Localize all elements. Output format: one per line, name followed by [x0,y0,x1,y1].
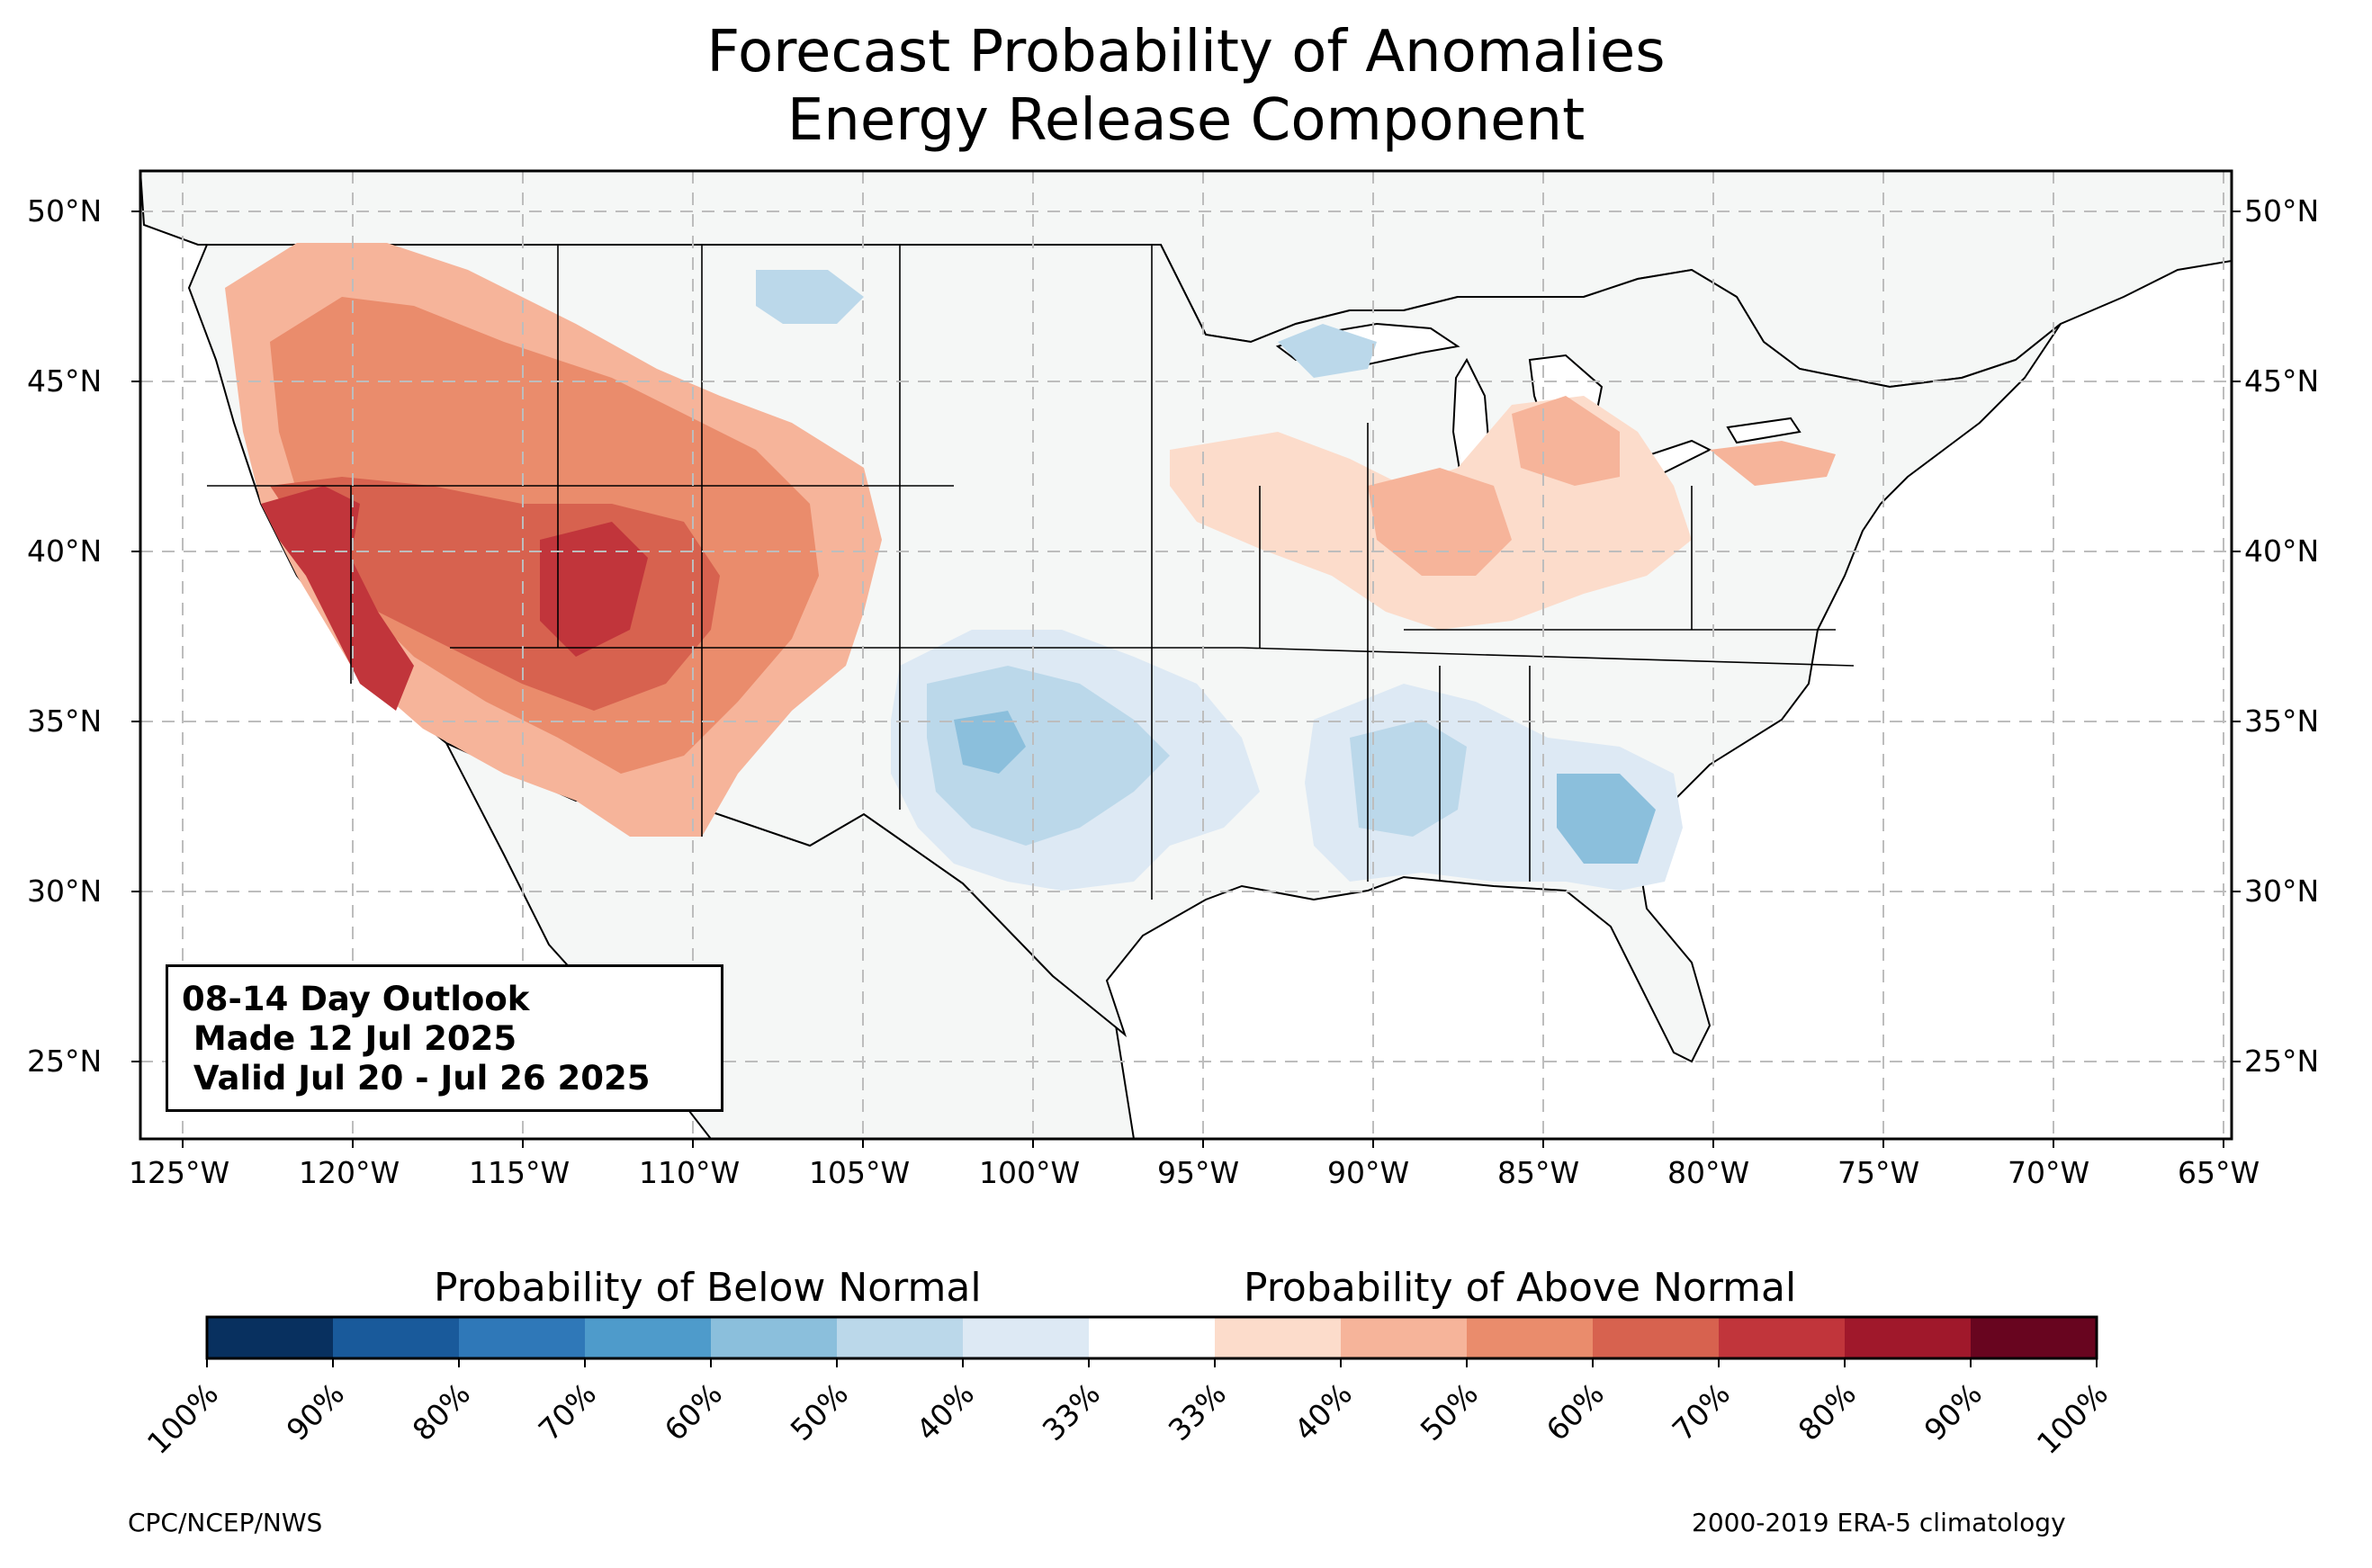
outlook-info-box: 08-14 Day Outlook Made 12 Jul 2025 Valid… [166,964,723,1112]
outlook-valid-range: Valid Jul 20 - Jul 26 2025 [182,1059,651,1098]
outlook-period: 08-14 Day Outlook [182,980,530,1018]
above-michigan-50 [1512,396,1620,486]
lat-tick-label: 50°N [2244,193,2320,228]
colorbar-swatch [1845,1317,1972,1358]
colorbar-swatch [1593,1317,1720,1358]
colorbar-swatch [1719,1317,1846,1358]
lat-tick-label: 40°N [2244,533,2320,569]
lon-tick-label: 95°W [1157,1155,1240,1190]
lon-tick-label: 85°W [1497,1155,1580,1190]
lat-tick-label: 40°N [27,533,103,569]
lat-tick-label: 30°N [27,874,103,909]
lon-tick-label: 100°W [979,1155,1081,1190]
map-frame [139,169,2233,1141]
above-midwest-50 [1368,468,1512,576]
lat-tick-label: 50°N [27,193,103,228]
map-title-line1: Forecast Probability of Anomalies [706,19,1666,85]
lon-tick-label: 75°W [1837,1155,1920,1190]
lat-tick-label: 35°N [27,703,103,739]
below-southeast-50 [1350,720,1467,837]
colorbar-swatch [1089,1317,1216,1358]
colorbar-swatch [1467,1317,1594,1358]
below-plains-60 [954,711,1026,774]
above-west-70 [261,486,414,711]
lon-tick-label: 115°W [469,1155,571,1190]
colorbar-below-label: Probability of Below Normal [434,1265,982,1311]
colorbar-swatch [585,1317,712,1358]
lat-tick-label: 45°N [2244,363,2320,399]
lat-tick-label: 25°N [2244,1044,2320,1079]
lon-tick-label: 110°W [639,1155,741,1190]
colorbar-above-label: Probability of Above Normal [1244,1265,1797,1311]
map-title-line2: Energy Release Component [786,87,1586,154]
outlook-made-date: Made 12 Jul 2025 [182,1019,517,1058]
above-ny-40 [1710,441,1836,486]
colorbar-swatch [1341,1317,1468,1358]
colorbar-swatch [333,1317,460,1358]
below-normal-areas [756,270,1683,891]
lon-tick-label: 125°W [129,1155,230,1190]
lon-tick-label: 120°W [299,1155,400,1190]
above-west-70b [540,522,648,657]
colorbar-frame [205,1315,2098,1360]
axis-ticks [131,211,2241,1148]
below-northern-plains [756,270,864,324]
credit-left: CPC/NCEP/NWS [128,1508,323,1537]
colorbar-swatch [963,1317,1090,1358]
lake-ontario [1726,417,1801,444]
below-plains-50 [927,666,1170,846]
lon-tick-label: 90°W [1327,1155,1410,1190]
colorbar-swatch [711,1317,838,1358]
credit-right: 2000-2019 ERA-5 climatology [1692,1508,2066,1537]
lat-tick-label: 30°N [2244,874,2320,909]
below-upper-mw-40 [1278,324,1377,378]
lat-tick-label: 25°N [27,1044,103,1079]
state-borders [207,245,1855,900]
colorbar-swatch [837,1317,964,1358]
lon-tick-label: 65°W [2178,1155,2260,1190]
lat-tick-label: 35°N [2244,703,2320,739]
lon-tick-label: 80°W [1667,1155,1750,1190]
colorbar-swatch [459,1317,586,1358]
lon-tick-label: 105°W [809,1155,911,1190]
lat-tick-label: 45°N [27,363,103,399]
colorbar-swatch [207,1317,334,1358]
colorbar-swatch [1971,1317,2098,1358]
colorbar-swatch [1215,1317,1342,1358]
below-southeast-50b [1557,774,1656,864]
above-normal-areas [225,243,1836,837]
lon-tick-label: 70°W [2008,1155,2090,1190]
colorbar [206,1317,2098,1367]
